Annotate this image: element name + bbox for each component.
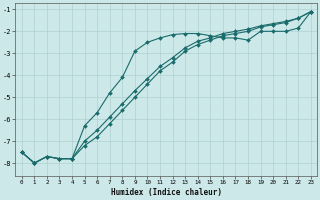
X-axis label: Humidex (Indice chaleur): Humidex (Indice chaleur): [111, 188, 222, 197]
